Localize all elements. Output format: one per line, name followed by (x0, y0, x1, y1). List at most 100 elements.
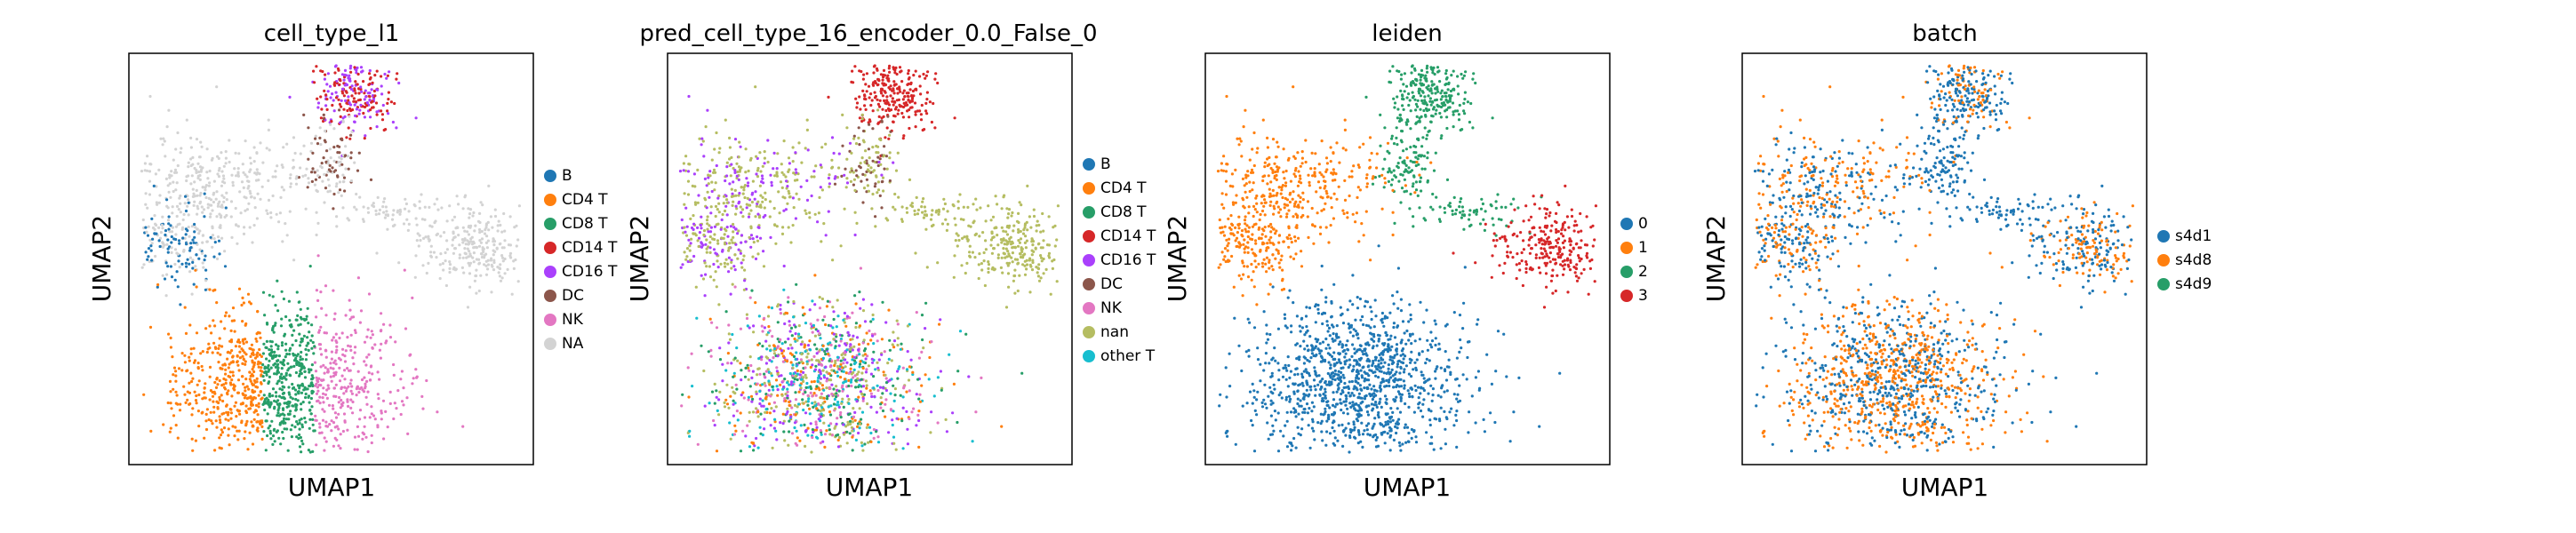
cell-point (725, 213, 729, 217)
cell-point (974, 410, 978, 414)
cell-point (977, 263, 980, 266)
cell-point (1462, 74, 1466, 77)
cell-point (852, 81, 855, 84)
cell-point (721, 250, 724, 253)
cell-point (344, 99, 348, 102)
cell-point (324, 349, 327, 353)
cell-point (164, 155, 167, 158)
cell-point (1418, 206, 1421, 210)
cell-point (871, 127, 875, 131)
cell-point (716, 208, 719, 211)
cell-point (818, 361, 821, 364)
cell-point (357, 391, 361, 394)
cell-point (330, 379, 333, 383)
cell-point (452, 230, 455, 234)
cell-point (893, 394, 897, 397)
cell-point (1392, 169, 1396, 172)
cell-point (795, 351, 798, 354)
cell-point (396, 72, 399, 76)
cell-point (832, 317, 836, 322)
cell-point (152, 184, 156, 187)
cell-point (897, 108, 900, 112)
cell-point (860, 393, 864, 396)
cell-point (275, 343, 278, 346)
cell-point (739, 449, 743, 453)
cell-point (427, 235, 430, 238)
cell-point (241, 349, 244, 353)
cell-point (685, 255, 689, 259)
cell-point (166, 238, 170, 242)
cell-point (1399, 89, 1403, 92)
cell-point (278, 421, 283, 425)
cell-point (780, 232, 785, 235)
cell-point (169, 224, 172, 227)
cell-point (737, 178, 740, 181)
cell-point (918, 109, 922, 113)
cell-point (892, 91, 896, 95)
cell-point (328, 163, 332, 167)
cell-point (241, 402, 244, 405)
cell-point (212, 341, 216, 345)
cell-point (294, 393, 298, 396)
cell-point (248, 226, 252, 229)
cell-point (348, 67, 352, 70)
cell-point (236, 360, 239, 363)
cell-point (414, 217, 418, 220)
cell-point (791, 160, 795, 163)
cell-point (171, 211, 174, 215)
cell-point (680, 218, 684, 222)
cell-point (226, 413, 230, 417)
cell-point (908, 100, 912, 104)
cell-point (855, 174, 859, 178)
cell-point (785, 360, 789, 363)
cell-point (338, 366, 341, 370)
cell-point (368, 72, 372, 76)
cell-point (271, 175, 275, 179)
cell-point (146, 155, 149, 158)
cell-point (876, 145, 880, 148)
cell-point (1408, 207, 1412, 211)
cell-point (190, 437, 194, 441)
cell-point (356, 66, 359, 69)
cell-point (296, 384, 300, 387)
cell-point (911, 89, 915, 93)
cell-point (1383, 126, 1387, 130)
cell-point (831, 306, 835, 309)
cell-point (774, 242, 778, 245)
cell-point (461, 256, 465, 259)
cell-point (174, 233, 178, 236)
cell-point (730, 266, 733, 270)
cell-point (1399, 201, 1403, 204)
cell-point (236, 225, 240, 228)
cell-point (914, 69, 917, 73)
cell-point (718, 147, 722, 150)
cell-point (373, 94, 377, 98)
cell-point (491, 226, 494, 229)
cell-point (968, 251, 972, 254)
cell-point (892, 205, 895, 209)
cell-point (819, 377, 823, 380)
cell-point (760, 355, 764, 359)
cell-point (196, 174, 200, 178)
cell-point (1457, 118, 1461, 122)
cell-point (356, 434, 361, 438)
cell-point (193, 200, 196, 203)
cell-point (1463, 91, 1467, 94)
cell-point (497, 271, 500, 274)
cell-point (366, 390, 370, 394)
cell-point (1401, 104, 1404, 107)
cell-point (819, 163, 822, 167)
cell-point (874, 225, 877, 228)
cell-point (224, 206, 228, 210)
cell-point (220, 412, 224, 416)
cell-point (380, 312, 383, 315)
cell-point (908, 365, 911, 369)
cell-point (749, 245, 753, 249)
cell-point (225, 198, 228, 202)
cell-point (804, 411, 808, 415)
cell-point (732, 195, 735, 198)
cell-point (1446, 88, 1450, 91)
cell-point (281, 165, 284, 169)
cell-point (918, 393, 922, 396)
cell-point (801, 306, 804, 309)
